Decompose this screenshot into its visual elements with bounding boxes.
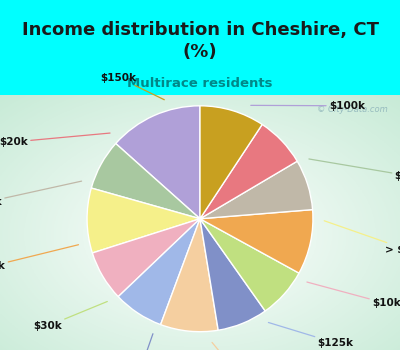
Text: $100k: $100k xyxy=(251,101,365,111)
Wedge shape xyxy=(200,210,313,273)
Wedge shape xyxy=(161,219,218,332)
Text: $20k: $20k xyxy=(0,133,110,147)
Text: $75k: $75k xyxy=(0,245,78,271)
Wedge shape xyxy=(118,219,200,324)
Wedge shape xyxy=(200,125,297,219)
Text: © City-Data.com: © City-Data.com xyxy=(317,105,388,114)
Wedge shape xyxy=(200,106,262,219)
Wedge shape xyxy=(92,219,200,297)
Text: $150k: $150k xyxy=(101,72,164,100)
Text: > $200k: > $200k xyxy=(324,221,400,256)
Text: $30k: $30k xyxy=(33,301,107,331)
Wedge shape xyxy=(200,219,265,330)
Wedge shape xyxy=(200,161,312,219)
Wedge shape xyxy=(91,144,200,219)
Text: $60k: $60k xyxy=(309,159,400,181)
Text: $10k: $10k xyxy=(307,282,400,308)
Text: $50k: $50k xyxy=(0,181,82,207)
Text: $200k: $200k xyxy=(120,334,156,350)
Text: $125k: $125k xyxy=(268,322,354,348)
Text: Income distribution in Cheshire, CT
(%): Income distribution in Cheshire, CT (%) xyxy=(22,21,378,61)
Wedge shape xyxy=(116,106,200,219)
Text: Multirace residents: Multirace residents xyxy=(127,77,273,90)
Wedge shape xyxy=(200,219,299,311)
Text: $40k: $40k xyxy=(212,342,260,350)
Wedge shape xyxy=(87,188,200,253)
